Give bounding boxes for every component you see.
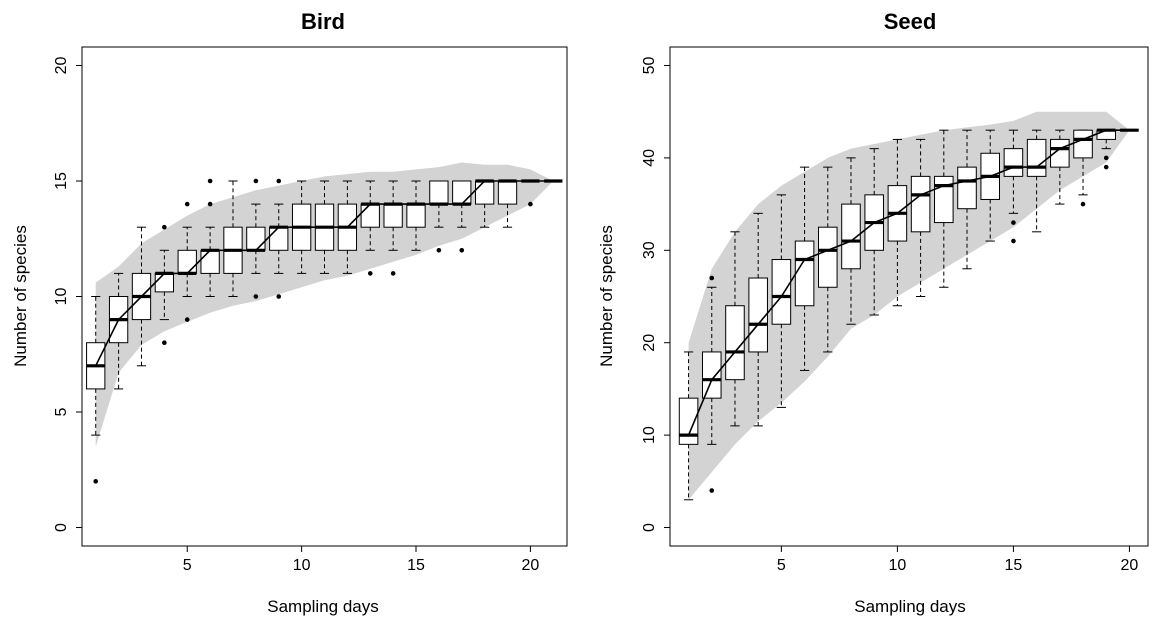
y-tick-label: 5: [53, 407, 70, 416]
seed-panel: Seed Sampling days Number of species 5 10…: [597, 9, 1149, 616]
y-axis-label: Number of species: [11, 225, 30, 367]
outlier-point: [459, 247, 465, 253]
plot-frame: [669, 46, 1149, 547]
y-tick-label: 10: [53, 288, 70, 306]
box-day-3: [725, 231, 745, 427]
box-day-17: [452, 180, 472, 253]
outlier-point: [709, 275, 715, 281]
box-day-19: [497, 179, 518, 228]
box-iqr: [1026, 138, 1047, 177]
x-axis-label: Sampling days: [267, 597, 379, 616]
box-iqr: [360, 203, 380, 228]
box-day-1: [678, 351, 699, 501]
outlier-point: [1103, 155, 1109, 161]
box-day-4: [748, 212, 768, 427]
y-tick-label: 30: [641, 241, 658, 259]
box-iqr: [154, 272, 175, 293]
x-tick-label: 10: [888, 557, 906, 574]
box-day-11: [910, 138, 931, 297]
box-iqr: [200, 249, 220, 274]
outlier-point: [93, 479, 99, 484]
box-iqr: [725, 305, 745, 381]
outlier-point: [436, 247, 442, 253]
chart-title: Bird: [301, 9, 345, 34]
outlier-point: [367, 271, 373, 276]
outlier-point: [253, 294, 259, 299]
outlier-point: [1080, 201, 1086, 207]
outlier-point: [162, 340, 167, 346]
box-iqr: [429, 180, 449, 205]
outlier-point: [276, 294, 282, 299]
confidence-band: [688, 111, 1130, 500]
y-tick-label: 20: [641, 334, 658, 352]
y-tick-label: 40: [641, 149, 658, 167]
x-tick-label: 5: [183, 557, 192, 574]
outlier-point: [1011, 220, 1016, 225]
box-iqr: [910, 175, 931, 233]
box-iqr: [474, 180, 495, 205]
box-iqr: [246, 226, 266, 251]
plot-area: 5 10 15 20 0 10 20 30 40 50: [641, 46, 1149, 574]
x-tick-label: 15: [1005, 557, 1023, 574]
y-tick-label: 0: [641, 523, 658, 532]
box-iqr: [841, 203, 861, 270]
box-iqr: [497, 180, 518, 205]
box-iqr: [406, 203, 426, 228]
bird-panel: Bird Sampling days Number of species 5 10…: [11, 9, 568, 616]
y-tick-label: 20: [53, 56, 70, 74]
box-day-8: [841, 157, 861, 325]
x-tick-label: 15: [407, 557, 425, 574]
outlier-point: [184, 317, 190, 322]
y-tick-label: 0: [53, 523, 70, 532]
outlier-point: [184, 201, 190, 207]
box-day-13: [957, 129, 977, 270]
box-iqr: [177, 249, 197, 274]
box-iqr: [794, 240, 815, 307]
box-iqr: [269, 226, 289, 251]
box-iqr: [452, 180, 472, 205]
outlier-point: [207, 178, 213, 184]
box-iqr: [934, 175, 954, 224]
y-tick-label: 50: [641, 56, 658, 74]
y-axis-label: Number of species: [597, 225, 616, 367]
box-iqr: [1003, 148, 1024, 177]
outlier-point: [276, 178, 282, 184]
outlier-point: [162, 224, 167, 230]
x-tick-label: 20: [1121, 557, 1139, 574]
outlier-point: [1011, 238, 1016, 244]
chart-title: Seed: [884, 9, 937, 34]
x-tick-label: 20: [521, 557, 539, 574]
x-tick-label: 10: [293, 557, 311, 574]
median-trend-line: [687, 129, 1130, 436]
box-iqr: [748, 277, 768, 353]
outlier-point: [709, 488, 715, 493]
box-iqr: [678, 397, 699, 445]
plot-area: 5 10 15 20 0 5 10 15 20: [53, 46, 568, 574]
box-iqr: [383, 203, 403, 228]
outlier-point: [207, 201, 213, 207]
y-tick-label: 15: [53, 172, 70, 190]
outlier-point: [528, 201, 533, 207]
outlier-point: [390, 271, 396, 276]
box-iqr: [1073, 129, 1093, 159]
box-iqr: [701, 351, 722, 399]
median-trend-line: [94, 180, 554, 367]
y-tick-label: 10: [641, 426, 658, 444]
x-axis-label: Sampling days: [854, 597, 966, 616]
outlier-point: [253, 178, 259, 184]
x-tick-label: 5: [777, 557, 786, 574]
box-iqr: [771, 259, 792, 325]
box-iqr: [818, 226, 838, 288]
box-iqr: [957, 166, 977, 210]
outlier-point: [1103, 164, 1109, 170]
